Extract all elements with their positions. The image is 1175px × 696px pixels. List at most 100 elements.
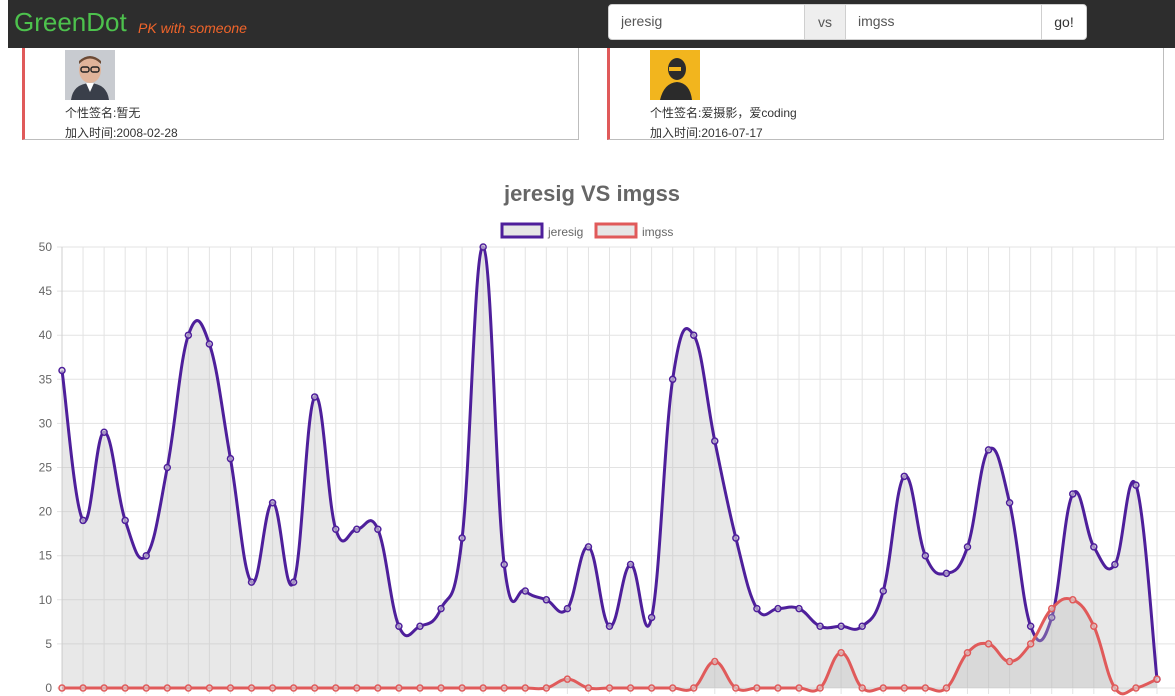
data-point-jeresig[interactable] — [458, 534, 466, 542]
data-point-imgss[interactable] — [837, 648, 845, 657]
data-point-jeresig[interactable] — [247, 578, 256, 586]
data-point-imgss[interactable] — [58, 684, 66, 692]
data-point-jeresig[interactable] — [921, 551, 930, 560]
data-point-imgss[interactable] — [1153, 675, 1161, 683]
data-point-jeresig[interactable] — [500, 560, 508, 569]
data-point-imgss[interactable] — [605, 684, 614, 692]
data-point-jeresig[interactable] — [1090, 543, 1098, 551]
data-point-imgss[interactable] — [584, 684, 593, 692]
data-point-jeresig[interactable] — [626, 560, 635, 569]
data-point-jeresig[interactable] — [226, 454, 235, 463]
data-point-imgss[interactable] — [1111, 684, 1119, 692]
data-point-imgss[interactable] — [100, 684, 108, 692]
data-point-jeresig[interactable] — [753, 604, 761, 613]
data-point-imgss[interactable] — [563, 675, 572, 683]
data-point-imgss[interactable] — [479, 684, 487, 692]
data-point-imgss[interactable] — [668, 684, 677, 692]
data-point-imgss[interactable] — [647, 684, 656, 692]
data-point-jeresig[interactable] — [332, 525, 340, 533]
data-point-jeresig[interactable] — [879, 587, 887, 595]
data-point-imgss[interactable] — [900, 684, 909, 692]
data-point-imgss[interactable] — [289, 684, 298, 692]
data-point-jeresig[interactable] — [774, 604, 782, 613]
data-point-imgss[interactable] — [268, 684, 277, 692]
first-user-input[interactable] — [609, 5, 804, 37]
legend-swatch-jeresig[interactable] — [500, 222, 544, 239]
data-point-imgss[interactable] — [753, 684, 761, 692]
data-point-imgss[interactable] — [205, 684, 214, 692]
data-point-imgss[interactable] — [963, 648, 972, 657]
data-point-imgss[interactable] — [795, 684, 803, 692]
data-point-jeresig[interactable] — [374, 525, 382, 533]
data-point-imgss[interactable] — [121, 684, 129, 692]
data-point-imgss[interactable] — [500, 684, 508, 692]
data-point-jeresig[interactable] — [1005, 499, 1014, 507]
data-point-jeresig[interactable] — [100, 428, 108, 436]
data-point-imgss[interactable] — [858, 684, 866, 692]
data-point-imgss[interactable] — [711, 657, 719, 666]
data-point-imgss[interactable] — [416, 684, 424, 692]
data-point-jeresig[interactable] — [121, 516, 129, 525]
data-point-jeresig[interactable] — [437, 604, 445, 613]
data-point-imgss[interactable] — [437, 684, 445, 692]
data-point-jeresig[interactable] — [668, 375, 677, 384]
data-point-jeresig[interactable] — [163, 463, 172, 472]
data-point-jeresig[interactable] — [837, 622, 845, 631]
data-point-jeresig[interactable] — [963, 543, 972, 551]
data-point-imgss[interactable] — [142, 684, 150, 692]
data-point-imgss[interactable] — [1132, 684, 1140, 692]
data-point-imgss[interactable] — [1047, 604, 1056, 613]
data-point-jeresig[interactable] — [395, 622, 403, 631]
data-point-imgss[interactable] — [1005, 657, 1014, 666]
data-point-jeresig[interactable] — [689, 331, 698, 339]
data-point-imgss[interactable] — [521, 684, 530, 692]
data-point-jeresig[interactable] — [58, 366, 66, 375]
legend-label-imgss[interactable]: imgss — [642, 225, 673, 239]
data-point-jeresig[interactable] — [1111, 560, 1119, 569]
data-point-imgss[interactable] — [1026, 640, 1035, 648]
data-point-imgss[interactable] — [732, 684, 740, 692]
data-point-imgss[interactable] — [942, 684, 951, 692]
data-point-jeresig[interactable] — [416, 622, 424, 631]
data-point-jeresig[interactable] — [289, 578, 298, 586]
data-point-imgss[interactable] — [332, 684, 340, 692]
data-point-jeresig[interactable] — [858, 622, 866, 631]
data-point-jeresig[interactable] — [184, 331, 193, 339]
data-point-imgss[interactable] — [879, 684, 887, 692]
data-point-jeresig[interactable] — [1047, 613, 1056, 622]
data-point-jeresig[interactable] — [1026, 622, 1035, 631]
data-point-jeresig[interactable] — [711, 437, 719, 445]
data-point-imgss[interactable] — [1090, 622, 1098, 631]
data-point-imgss[interactable] — [374, 684, 382, 692]
data-point-jeresig[interactable] — [310, 393, 319, 401]
data-point-imgss[interactable] — [79, 684, 87, 692]
data-point-imgss[interactable] — [395, 684, 403, 692]
data-point-imgss[interactable] — [921, 684, 930, 692]
data-point-jeresig[interactable] — [900, 472, 909, 481]
data-point-imgss[interactable] — [310, 684, 319, 692]
legend-swatch-imgss[interactable] — [594, 222, 638, 239]
data-point-imgss[interactable] — [542, 684, 551, 692]
data-point-jeresig[interactable] — [605, 622, 614, 631]
data-point-jeresig[interactable] — [584, 543, 593, 551]
data-point-jeresig[interactable] — [647, 613, 656, 622]
data-point-jeresig[interactable] — [563, 604, 572, 613]
data-point-jeresig[interactable] — [984, 446, 993, 454]
data-point-jeresig[interactable] — [205, 340, 214, 348]
data-point-jeresig[interactable] — [542, 596, 551, 604]
data-point-imgss[interactable] — [816, 684, 824, 692]
data-point-jeresig[interactable] — [816, 622, 824, 631]
data-point-jeresig[interactable] — [795, 604, 803, 613]
data-point-jeresig[interactable] — [521, 587, 530, 595]
data-point-jeresig[interactable] — [268, 499, 277, 507]
data-point-jeresig[interactable] — [142, 551, 150, 560]
data-point-imgss[interactable] — [458, 684, 466, 692]
data-point-jeresig[interactable] — [1132, 481, 1140, 489]
legend-label-jeresig[interactable]: jeresig — [547, 225, 583, 239]
brand-logo[interactable]: GreenDot — [14, 7, 127, 37]
data-point-imgss[interactable] — [984, 640, 993, 648]
data-point-imgss[interactable] — [247, 684, 256, 692]
data-point-jeresig[interactable] — [479, 243, 487, 251]
data-point-jeresig[interactable] — [732, 534, 740, 542]
data-point-jeresig[interactable] — [942, 569, 951, 578]
